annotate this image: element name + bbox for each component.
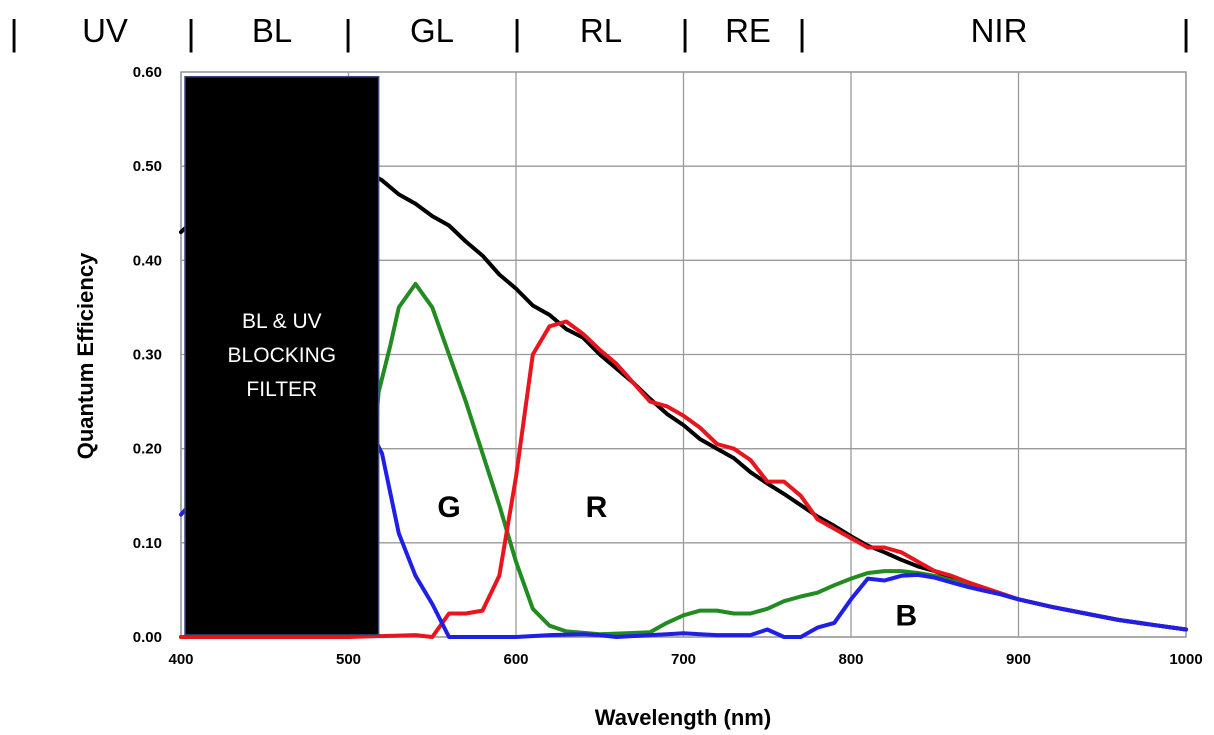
band-separator: | [1181,12,1190,53]
x-tick-label: 900 [1006,651,1031,668]
y-tick-label: 0.30 [133,347,162,364]
filter-label-line: BLOCKING [228,344,337,367]
x-tick-label: 400 [168,651,193,668]
curve-annotations: G R B [437,491,917,632]
y-tick-label: 0.60 [133,64,162,81]
curve-label-g: G [437,491,460,524]
x-tick-label: 800 [838,651,863,668]
band-separator: | [797,12,806,53]
curve-label-b: B [895,599,917,632]
axis-ticks: 400 500 600 700 800 900 1000 0.00 0.10 0.20 0.30 0.… [133,64,1203,668]
filter-label-line: FILTER [246,378,317,401]
band-separator: | [512,12,521,53]
band-label-re: RE [725,12,771,49]
series-red-line [179,319,1188,639]
band-label-gl: GL [410,12,454,49]
x-tick-label: 600 [503,651,528,668]
band-label-nir: NIR [971,12,1028,49]
x-tick-label: 700 [671,651,696,668]
band-separator: | [680,12,689,53]
band-label-bl: BL [252,12,292,49]
y-tick-label: 0.50 [133,158,162,175]
blocking-filter-rect [184,75,380,636]
band-separator: | [343,12,352,53]
filter-block: BL & UV BLOCKING FILTER [184,75,380,636]
curve-label-r: R [586,491,608,524]
band-separator: | [9,12,18,53]
x-axis-title: Wavelength (nm) [595,705,771,730]
x-tick-label: 1000 [1169,651,1202,668]
y-tick-label: 0.00 [133,629,162,646]
y-tick-label: 0.20 [133,441,162,458]
y-tick-label: 0.10 [133,535,162,552]
series-curves [179,164,1188,639]
filter-label-line: BL & UV [242,310,322,333]
y-axis-title: Quantum Efficiency [73,252,98,459]
band-label-uv: UV [82,12,128,49]
band-separator: | [186,12,195,53]
band-label-rl: RL [580,12,622,49]
spectral-band-header: | | | | | | | UV BL GL RL RE NIR [9,12,1190,53]
y-tick-label: 0.40 [133,252,162,269]
series-blue-line [179,399,1188,639]
x-tick-label: 500 [336,651,361,668]
